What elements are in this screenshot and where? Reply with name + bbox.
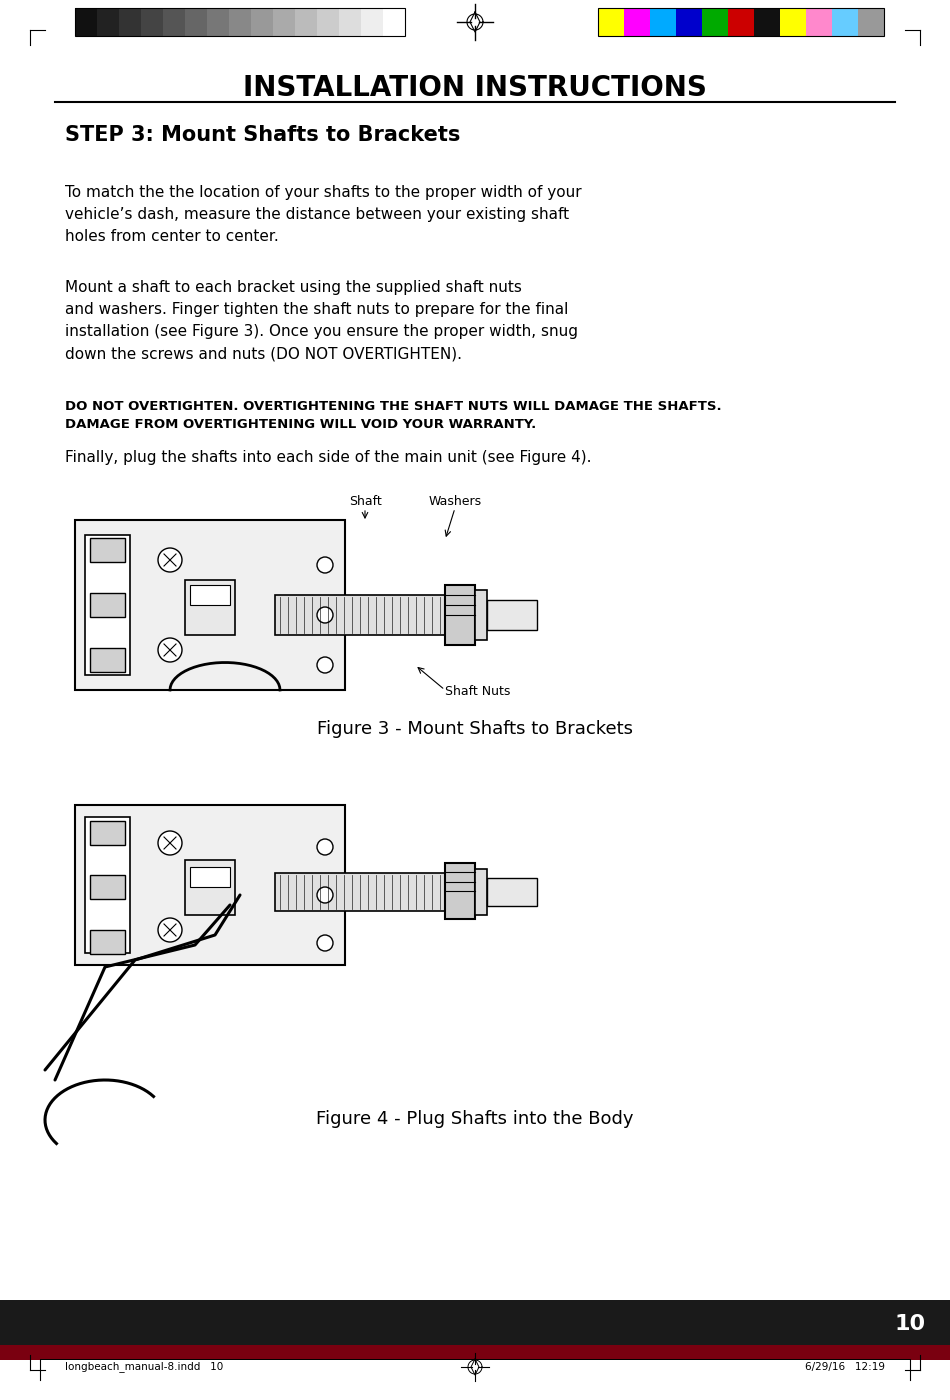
Bar: [832, 8, 858, 36]
Bar: [273, 8, 295, 36]
Circle shape: [317, 839, 333, 855]
Bar: [624, 8, 650, 36]
Bar: [780, 8, 806, 36]
Circle shape: [317, 888, 333, 903]
Text: longbeach_manual-8.indd   10: longbeach_manual-8.indd 10: [65, 1362, 223, 1372]
Bar: [445, 585, 475, 645]
Text: STEP 3: Mount Shafts to Brackets: STEP 3: Mount Shafts to Brackets: [65, 125, 461, 146]
Text: Figure 4 - Plug Shafts into the Body: Figure 4 - Plug Shafts into the Body: [316, 1110, 634, 1128]
Bar: [702, 8, 728, 36]
Circle shape: [317, 608, 333, 623]
Bar: [275, 595, 475, 636]
Bar: [207, 8, 229, 36]
Text: DO NOT OVERTIGHTEN. OVERTIGHTENING THE SHAFT NUTS WILL DAMAGE THE SHAFTS.
DAMAGE: DO NOT OVERTIGHTEN. OVERTIGHTENING THE S…: [65, 400, 722, 431]
Circle shape: [317, 935, 333, 951]
Bar: [728, 8, 754, 36]
Bar: [806, 8, 832, 36]
Text: 10: 10: [895, 1315, 925, 1334]
Bar: [90, 875, 125, 899]
Text: 6/29/16   12:19: 6/29/16 12:19: [805, 1362, 885, 1372]
Bar: [85, 818, 130, 953]
Bar: [90, 538, 125, 561]
Circle shape: [317, 557, 333, 573]
Bar: [185, 860, 235, 916]
Bar: [598, 8, 624, 36]
Bar: [445, 862, 475, 918]
Circle shape: [158, 638, 182, 662]
Bar: [229, 8, 251, 36]
Bar: [361, 8, 383, 36]
Bar: [190, 585, 230, 605]
Bar: [487, 601, 537, 630]
Bar: [754, 8, 780, 36]
Text: Washers: Washers: [428, 496, 482, 508]
Bar: [185, 8, 207, 36]
Text: Shaft: Shaft: [349, 496, 381, 508]
Bar: [383, 8, 405, 36]
Text: Finally, plug the shafts into each side of the main unit (see Figure 4).: Finally, plug the shafts into each side …: [65, 449, 592, 465]
Bar: [295, 8, 317, 36]
Bar: [90, 820, 125, 846]
Circle shape: [158, 832, 182, 855]
Bar: [598, 8, 884, 36]
Bar: [339, 8, 361, 36]
Text: Mount a shaft to each bracket using the supplied shaft nuts
and washers. Finger : Mount a shaft to each bracket using the …: [65, 280, 578, 361]
Bar: [75, 519, 345, 690]
Bar: [75, 805, 345, 965]
Circle shape: [158, 547, 182, 573]
Bar: [487, 878, 537, 906]
Bar: [119, 8, 141, 36]
Bar: [85, 535, 130, 675]
Bar: [275, 874, 475, 911]
Bar: [163, 8, 185, 36]
Bar: [75, 8, 97, 36]
Bar: [0, 1345, 950, 1359]
Bar: [75, 8, 405, 36]
Bar: [0, 1301, 950, 1359]
Bar: [185, 580, 235, 636]
Bar: [90, 930, 125, 953]
Bar: [317, 8, 339, 36]
Text: Shaft Nuts: Shaft Nuts: [445, 685, 510, 699]
Bar: [90, 594, 125, 617]
Bar: [190, 867, 230, 888]
Bar: [676, 8, 702, 36]
Bar: [251, 8, 273, 36]
Bar: [475, 589, 487, 640]
Circle shape: [158, 918, 182, 942]
Bar: [650, 8, 676, 36]
Bar: [858, 8, 884, 36]
Bar: [97, 8, 119, 36]
Text: INSTALLATION INSTRUCTIONS: INSTALLATION INSTRUCTIONS: [243, 74, 707, 102]
Text: Figure 3 - Mount Shafts to Brackets: Figure 3 - Mount Shafts to Brackets: [317, 720, 633, 738]
Bar: [475, 869, 487, 916]
Bar: [141, 8, 163, 36]
Bar: [90, 648, 125, 672]
Text: To match the the location of your shafts to the proper width of your
vehicle’s d: To match the the location of your shafts…: [65, 185, 581, 245]
Circle shape: [317, 657, 333, 673]
